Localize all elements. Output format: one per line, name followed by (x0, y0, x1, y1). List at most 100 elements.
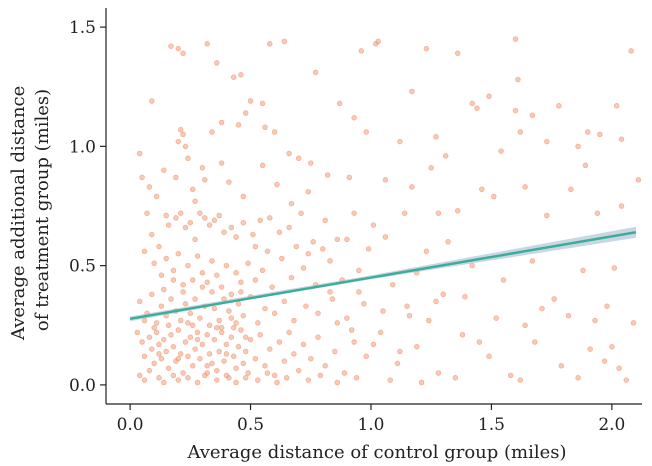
data-point (141, 377, 148, 383)
data-point (389, 281, 396, 288)
data-point (580, 267, 586, 274)
data-point (136, 372, 143, 379)
data-point (308, 355, 314, 362)
data-point (418, 379, 425, 386)
data-point (601, 358, 608, 364)
data-point (165, 365, 172, 371)
data-point (259, 162, 266, 169)
data-point (426, 317, 432, 324)
data-point (194, 253, 201, 259)
data-point (151, 324, 157, 331)
data-point (187, 334, 194, 340)
data-point (255, 377, 261, 383)
data-point (149, 346, 155, 352)
data-point (312, 69, 319, 76)
y-tick-label: 0.5 (69, 257, 96, 277)
data-point (223, 341, 230, 348)
data-point (365, 246, 372, 252)
data-point (238, 279, 244, 286)
y-tick-label: 0.0 (69, 376, 96, 396)
data-point (180, 50, 186, 57)
data-point (423, 248, 430, 255)
data-point (149, 231, 155, 238)
data-point (209, 289, 215, 295)
data-point (199, 284, 206, 290)
data-point (428, 165, 434, 171)
data-point (153, 329, 160, 336)
data-point (158, 303, 165, 309)
data-point (361, 301, 367, 307)
data-point (486, 93, 492, 100)
data-point (300, 341, 307, 348)
data-point (235, 301, 242, 307)
data-point (454, 208, 461, 214)
data-point (440, 291, 446, 298)
data-point (575, 143, 581, 150)
data-point (185, 375, 191, 381)
data-point (153, 193, 160, 200)
data-point (199, 165, 206, 171)
data-point (255, 320, 261, 326)
data-point (180, 281, 186, 288)
data-point (291, 317, 297, 324)
data-point (433, 298, 439, 305)
data-point (211, 305, 218, 312)
data-point (233, 234, 239, 240)
data-point (228, 291, 235, 298)
data-point (334, 379, 341, 386)
data-point (238, 72, 244, 78)
data-point (211, 217, 218, 224)
data-point (216, 317, 222, 324)
data-point (185, 262, 191, 269)
data-point (163, 348, 169, 355)
data-point (271, 372, 278, 379)
data-point (409, 88, 415, 95)
data-point (197, 355, 203, 362)
data-point (286, 150, 292, 157)
data-point (479, 186, 485, 193)
data-point (214, 272, 220, 278)
data-point (165, 322, 172, 329)
data-point (310, 239, 316, 245)
data-point (136, 150, 143, 157)
x-tick-label: 2.0 (598, 415, 625, 435)
data-point (300, 265, 307, 271)
data-point (161, 286, 167, 293)
data-point (262, 305, 268, 312)
data-point (575, 375, 581, 381)
data-point (565, 312, 572, 319)
data-point (380, 308, 386, 314)
data-point (592, 317, 598, 324)
data-point (298, 210, 304, 216)
data-point (192, 236, 198, 243)
data-point (228, 334, 235, 340)
data-point (257, 217, 263, 224)
data-point (170, 372, 177, 379)
data-point (204, 41, 210, 47)
data-point (628, 48, 634, 54)
data-point (233, 379, 239, 386)
data-point (498, 148, 504, 154)
data-point (305, 377, 312, 383)
data-point (194, 379, 201, 386)
data-point (264, 248, 271, 255)
data-point (397, 348, 403, 355)
data-point (493, 315, 499, 321)
data-point (618, 136, 625, 142)
data-point (252, 355, 259, 362)
data-point (281, 358, 288, 364)
data-point (177, 126, 184, 133)
data-point (274, 181, 280, 188)
y-axis-label-line-2: of treatment group (miles) (32, 89, 53, 331)
data-point (279, 255, 285, 262)
data-point (358, 48, 365, 54)
data-point (238, 289, 244, 295)
data-point (435, 370, 442, 376)
data-point (214, 60, 220, 66)
data-point (134, 329, 141, 336)
data-point (170, 267, 177, 274)
data-point (413, 343, 420, 350)
data-point (182, 143, 189, 150)
data-point (630, 320, 637, 326)
data-point (175, 250, 182, 257)
